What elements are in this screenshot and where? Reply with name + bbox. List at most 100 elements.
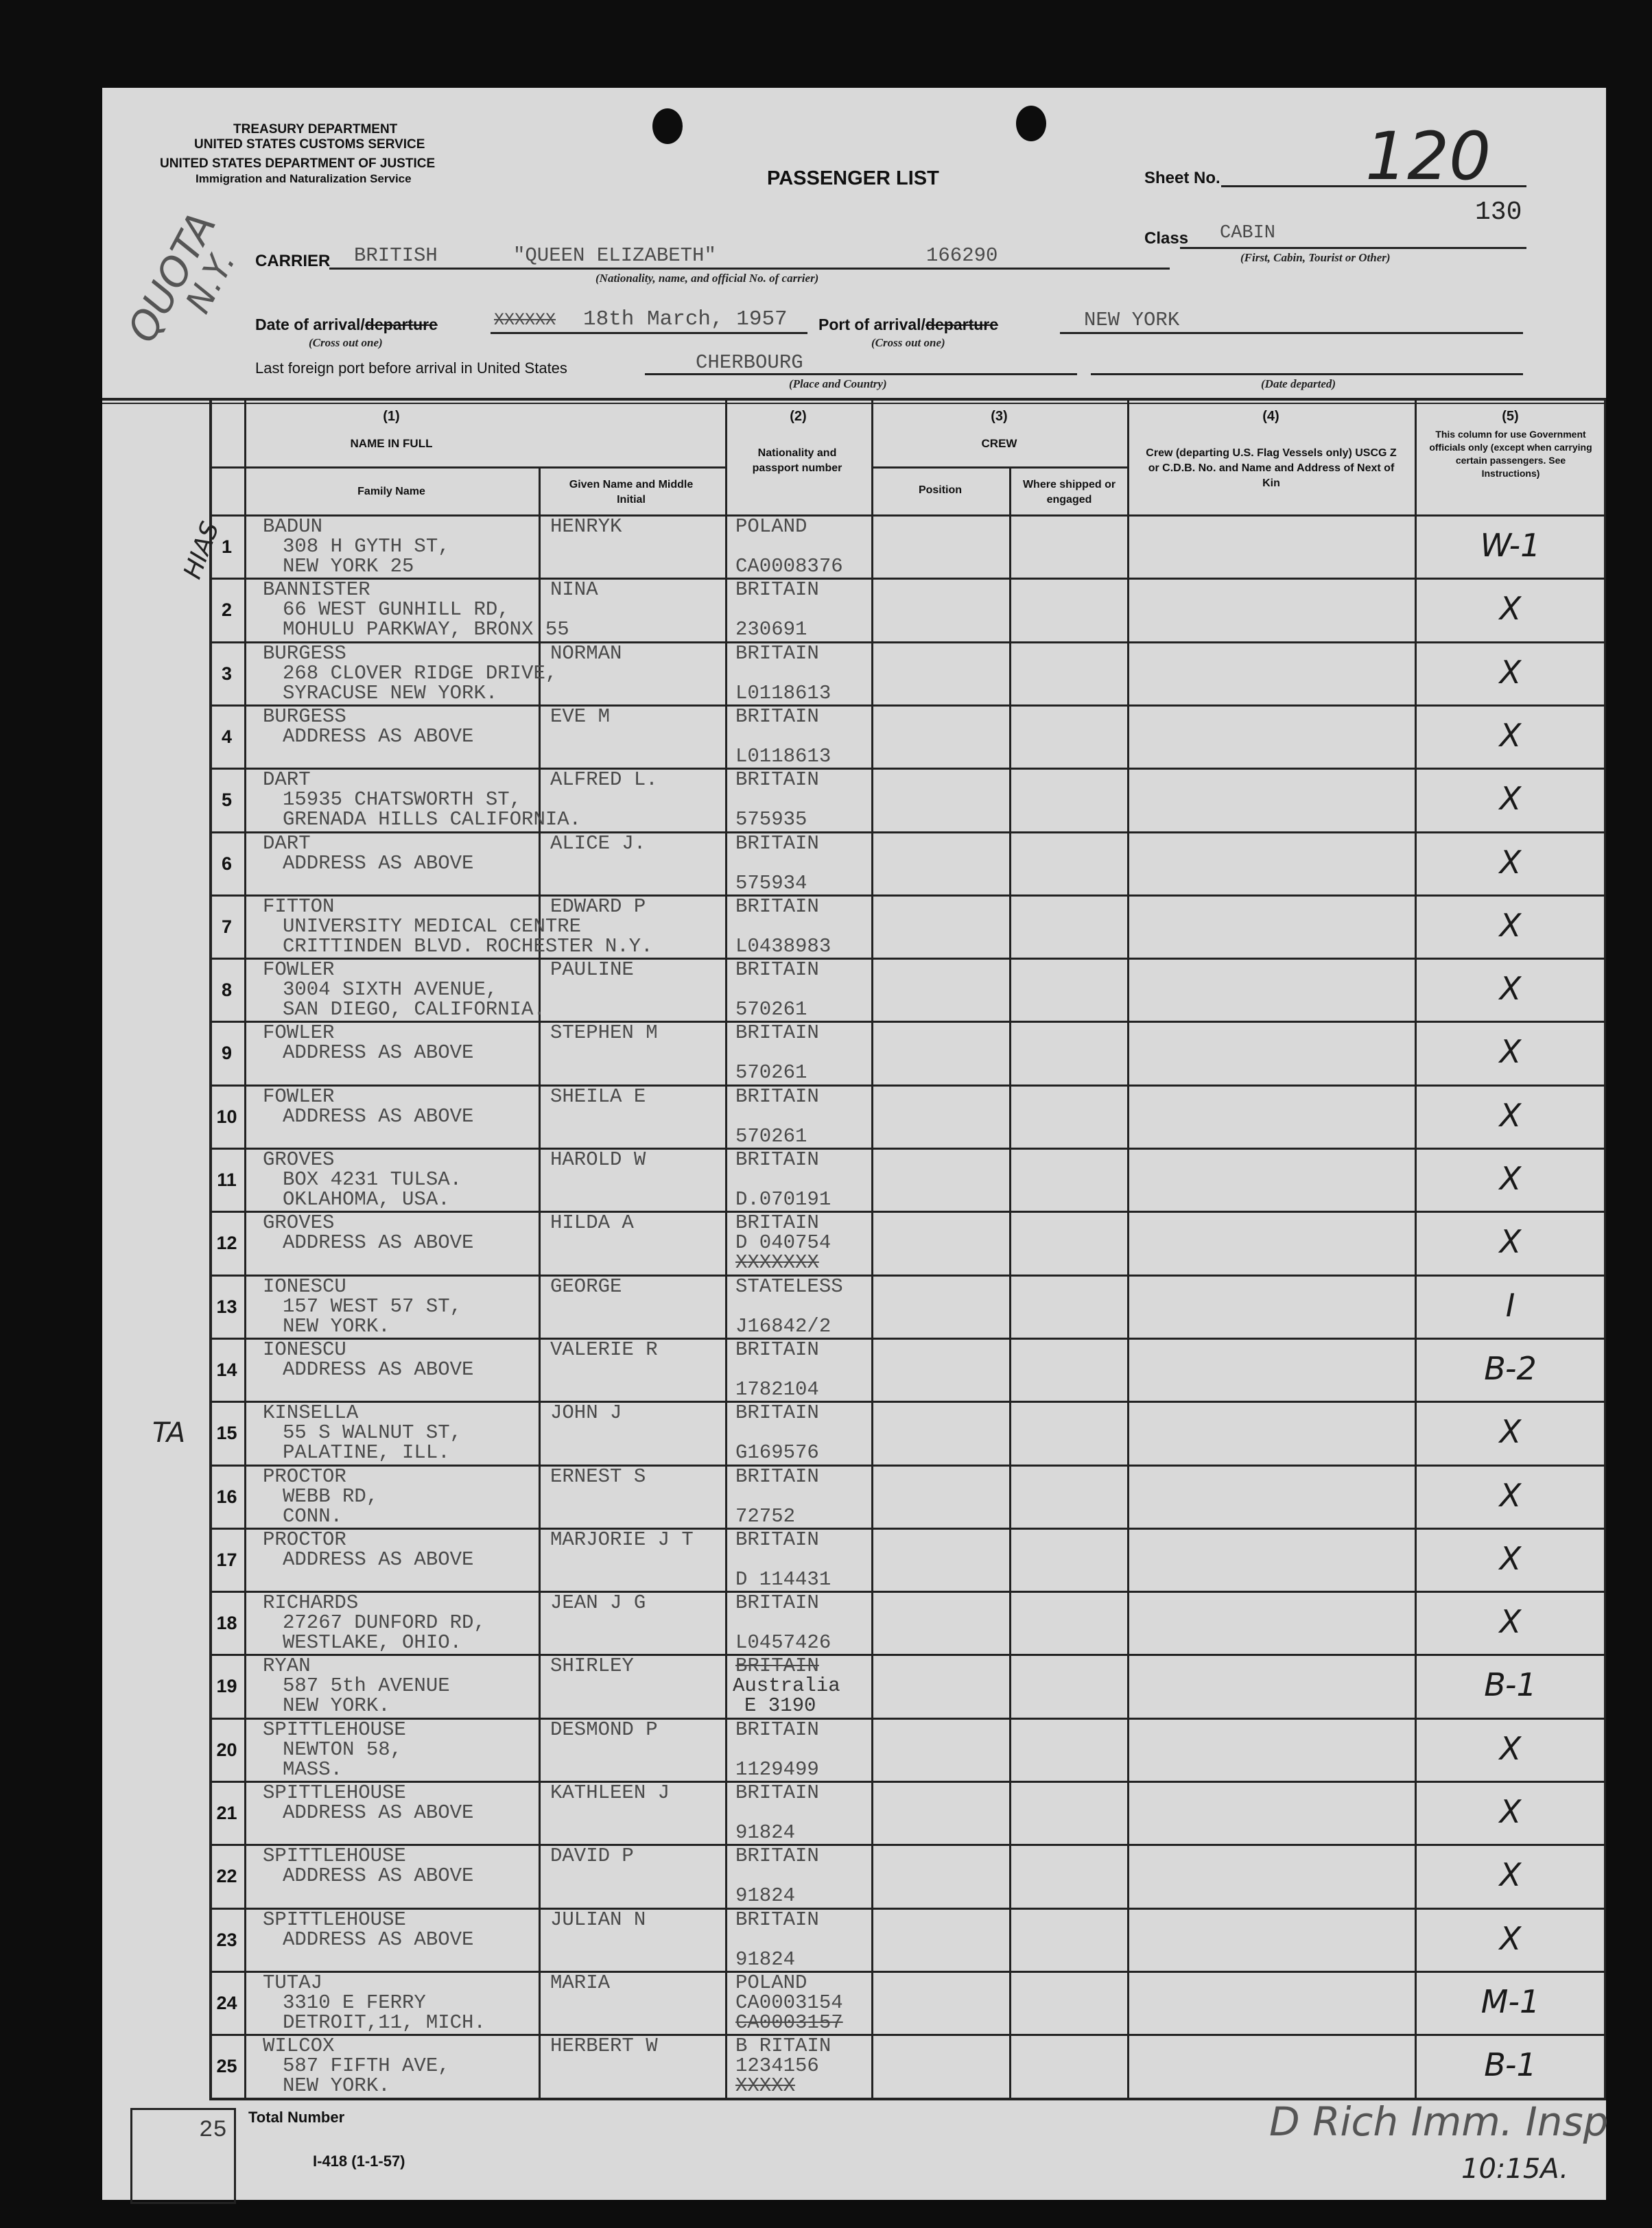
inspection-time: 10:15A. bbox=[1461, 2153, 1569, 2185]
family-name: DART bbox=[263, 831, 311, 855]
date-label-struck: departure bbox=[364, 316, 438, 333]
passport-number: 570261 bbox=[735, 998, 807, 1021]
address-line: NEW YORK. bbox=[283, 1314, 390, 1338]
address-line: MOHULU PARKWAY, BRONX 55 bbox=[283, 618, 569, 641]
official-mark: X bbox=[1499, 1096, 1522, 1134]
row-number: 23 bbox=[216, 1929, 237, 1950]
column-divider bbox=[1009, 466, 1011, 2098]
passport-number: D 114431 bbox=[735, 1567, 831, 1591]
family-name: SPITTLEHOUSE bbox=[263, 1845, 406, 1868]
address-line: WESTLAKE, OHIO. bbox=[283, 1631, 462, 1655]
date-label: Date of arrival/departure bbox=[255, 316, 438, 334]
nationality: BRITAIN bbox=[735, 578, 819, 602]
port-of-arrival: NEW YORK bbox=[1084, 309, 1180, 331]
given-name: HAROLD W bbox=[550, 1148, 646, 1171]
given-name: PAULINE bbox=[550, 958, 634, 982]
official-mark: X bbox=[1499, 653, 1522, 691]
given-name: HERBERT W bbox=[550, 2035, 658, 2058]
given-name: ALFRED L. bbox=[550, 768, 658, 792]
address-line: CONN. bbox=[283, 1504, 343, 1528]
row-number: 18 bbox=[216, 1613, 237, 1634]
official-mark: X bbox=[1499, 1603, 1522, 1641]
address-line: 308 H GYTH ST, bbox=[283, 535, 450, 558]
nationality: BRITAIN bbox=[735, 1528, 819, 1551]
row-number: 14 bbox=[216, 1359, 237, 1380]
table-top-rule bbox=[102, 398, 1606, 401]
passport-number: 570261 bbox=[735, 1061, 807, 1085]
row-number: 6 bbox=[221, 853, 233, 874]
col-position: Position bbox=[918, 484, 963, 496]
row-number: 25 bbox=[216, 2056, 237, 2077]
passport-number: 91824 bbox=[735, 1821, 796, 1844]
passport-number: 230691 bbox=[735, 618, 807, 641]
official-mark: W-1 bbox=[1480, 527, 1541, 564]
date-departed-underline bbox=[1091, 373, 1523, 375]
punch-hole-left bbox=[652, 108, 683, 144]
row-divider bbox=[209, 894, 1606, 897]
official-mark: X bbox=[1499, 716, 1522, 754]
given-name: VALERIE R bbox=[550, 1338, 658, 1361]
passport-number: CA0003154 bbox=[735, 1991, 843, 2014]
nationality: BRITAIN bbox=[735, 1908, 819, 1931]
row-divider bbox=[209, 1527, 1606, 1530]
address-line: ADDRESS AS ABOVE bbox=[283, 1358, 474, 1381]
col4-number: (4) bbox=[1262, 409, 1279, 424]
col-given-name: Given Name and Middle Initial bbox=[569, 479, 694, 506]
official-mark: B-1 bbox=[1484, 1666, 1537, 1704]
date-departed-hint: (Date departed) bbox=[1261, 377, 1336, 390]
date-cross-out-hint: (Cross out one) bbox=[309, 336, 383, 349]
passenger-list-sheet bbox=[102, 88, 1606, 2200]
family-name: DART bbox=[263, 768, 311, 792]
row-divider bbox=[209, 1274, 1606, 1277]
given-name: ALICE J. bbox=[550, 831, 646, 855]
official-mark: X bbox=[1499, 1160, 1522, 1197]
row-number: 19 bbox=[216, 1676, 237, 1697]
row-number: 10 bbox=[216, 1106, 237, 1127]
family-name: FOWLER bbox=[263, 1085, 335, 1108]
address-line: ADDRESS AS ABOVE bbox=[283, 851, 474, 875]
family-name: FITTON bbox=[263, 894, 335, 918]
official-mark: X bbox=[1499, 970, 1522, 1008]
address-line: NEW YORK. bbox=[283, 1694, 390, 1718]
row-number: 15 bbox=[216, 1423, 237, 1444]
passport-number: 575935 bbox=[735, 808, 807, 831]
col1-title: NAME IN FULL bbox=[350, 437, 433, 450]
address-line: NEWTON 58, bbox=[283, 1738, 403, 1761]
row-divider bbox=[209, 1148, 1606, 1150]
official-mark: X bbox=[1499, 1856, 1522, 1894]
col1-number: (1) bbox=[383, 409, 400, 424]
nationality: BRITAIN bbox=[735, 1845, 819, 1868]
col-where-shipped: Where shipped or engaged bbox=[1022, 479, 1116, 506]
row-number: 4 bbox=[221, 726, 233, 747]
agency-justice: UNITED STATES DEPARTMENT OF JUSTICE bbox=[160, 156, 436, 171]
address-line: BOX 4231 TULSA. bbox=[283, 1168, 462, 1191]
margin-note-ta: TA bbox=[152, 1417, 186, 1449]
given-name: DESMOND P bbox=[550, 1718, 658, 1741]
passport-number: G169576 bbox=[735, 1441, 819, 1465]
passport-number: L0118613 bbox=[735, 681, 831, 704]
address-line: ADDRESS AS ABOVE bbox=[283, 724, 474, 748]
carrier-hint: (Nationality, name, and official No. of … bbox=[595, 272, 819, 285]
address-line: UNIVERSITY MEDICAL CENTRE bbox=[283, 914, 582, 938]
carrier-official-no: 166290 bbox=[926, 244, 998, 267]
passport-struck: CA0003157 bbox=[735, 2011, 843, 2034]
family-name: PROCTOR bbox=[263, 1528, 346, 1551]
family-name: IONESCU bbox=[263, 1338, 346, 1361]
official-mark: X bbox=[1499, 1033, 1522, 1071]
col3-number: (3) bbox=[991, 409, 1008, 424]
passport-number: J16842/2 bbox=[735, 1314, 831, 1338]
row-number: 7 bbox=[221, 916, 233, 937]
family-name: WILCOX bbox=[263, 2035, 335, 2058]
address-line: WEBB RD, bbox=[283, 1484, 379, 1508]
class-hint: (First, Cabin, Tourist or Other) bbox=[1240, 251, 1391, 264]
official-mark: X bbox=[1499, 1919, 1522, 1957]
passport-number: 1234156 bbox=[735, 2054, 819, 2078]
given-name: KATHLEEN J bbox=[550, 1781, 670, 1804]
nationality: BRITAIN bbox=[735, 1338, 819, 1361]
address-line: 268 CLOVER RIDGE DRIVE, bbox=[283, 661, 558, 685]
total-number-label: Total Number bbox=[248, 2109, 345, 2126]
row-number: 22 bbox=[216, 1866, 237, 1887]
family-name: BANNISTER bbox=[263, 578, 370, 602]
col5-number: (5) bbox=[1502, 409, 1519, 424]
passport-number: 91824 bbox=[735, 1947, 796, 1971]
